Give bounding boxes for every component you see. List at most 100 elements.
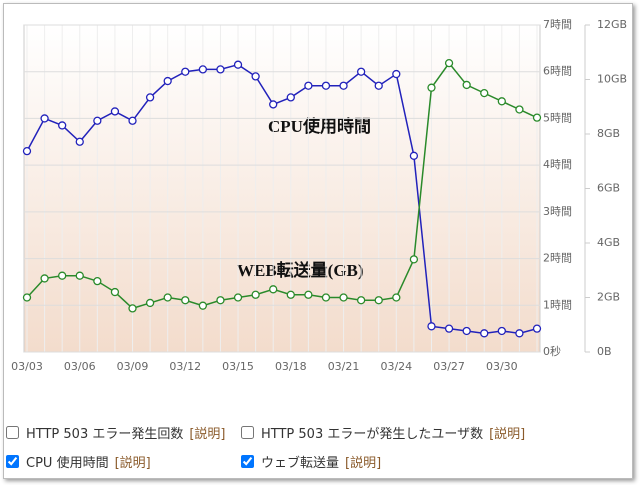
point [58,271,67,280]
x-tick-label: 03/03 [11,360,43,373]
checkbox[interactable] [6,455,19,468]
option: HTTP 503 エラー発生回数 [説明] [6,423,226,442]
point [93,116,102,125]
y-tick-label: 1時間 [543,298,572,311]
y-tick-label: 2時間 [543,252,572,265]
option-label[interactable]: HTTP 503 エラーが発生したユーザ数 [261,427,484,442]
point [145,93,155,102]
y-tick-label: 0秒 [543,344,561,358]
point [251,72,260,81]
point [497,326,506,336]
point [339,293,348,302]
point [356,67,366,76]
x-tick-label: 03/12 [169,360,201,373]
plot-area [23,24,541,353]
x-tick-label: 03/06 [64,360,96,373]
option: CPU 使用時間 [説明] [6,452,151,471]
point [462,80,471,90]
x-tick-label: 03/09 [117,360,149,373]
y2-tick-label: 10GB [597,73,627,86]
help-link[interactable]: [説明] [114,456,151,471]
point [181,67,190,76]
point [22,293,32,302]
point [128,116,137,125]
point [515,105,524,114]
point [392,69,401,79]
point [321,81,331,90]
y2-tick-label: 2GB [597,291,620,304]
point [304,290,313,299]
point [480,88,489,98]
y2-tick-label: 4GB [597,236,620,249]
point [163,76,172,86]
chart: CPU使用時間 WEB転送量(GB) 0秒 1時間 2時間 3時間 4時間 5時間 6時間 7… [11,18,627,373]
point [304,81,313,90]
y-tick-label: 6時間 [543,65,572,78]
point [198,301,208,310]
point [497,97,506,106]
option-label[interactable]: HTTP 503 エラー発生回数 [26,427,184,442]
y2-tick-label: 0B [597,345,612,358]
point [427,322,436,331]
x-tick-label: 03/30 [486,360,518,373]
point [40,114,49,123]
point [75,271,84,280]
point [444,324,454,333]
point [374,296,383,305]
x-tick-label: 03/27 [433,360,465,373]
help-link[interactable]: [説明] [489,427,526,442]
annotation: WEB転送量(GB) [237,260,364,280]
point [374,81,383,90]
point [356,296,366,305]
point [75,137,84,146]
checkbox[interactable] [6,426,19,439]
point [444,59,454,68]
point [163,293,172,302]
point [427,83,436,92]
help-link[interactable]: [説明] [345,456,382,471]
point [110,287,120,297]
checkbox[interactable] [241,455,254,468]
point [216,296,225,305]
point [532,113,542,122]
point [22,146,32,156]
point [269,100,278,109]
x-tick-label: 03/21 [328,360,360,373]
point [286,93,295,102]
point [40,274,49,283]
y2-tick-label: 6GB [597,182,620,195]
x-tick-label: 03/15 [222,360,254,373]
option-label[interactable]: ウェブ転送量 [261,456,340,471]
x-tick-label: 03/24 [380,360,412,373]
point [198,65,208,74]
point [93,276,102,286]
point [128,304,137,313]
y-tick-label: 5時間 [543,111,572,124]
point [145,298,155,308]
x-tick-label: 03/18 [275,360,307,373]
point [181,296,190,305]
help-link[interactable]: [説明] [189,427,226,442]
point [110,107,120,116]
option: HTTP 503 エラーが発生したユーザ数 [説明] [241,423,525,442]
point [58,121,67,130]
point [233,60,243,69]
point [409,255,419,264]
point [462,326,471,336]
point [409,151,419,160]
point [339,81,348,90]
point [392,293,401,302]
option-label[interactable]: CPU 使用時間 [26,456,109,471]
option: ウェブ転送量 [説明] [241,452,381,471]
point [216,65,225,74]
point [286,290,295,299]
point [251,290,260,299]
annotation: CPU使用時間 [268,116,371,136]
point [269,285,278,294]
y-tick-label: 4時間 [543,158,572,171]
y-tick-label: 3時間 [543,205,572,218]
point [515,329,524,338]
y2-tick-label: 12GB [597,18,627,31]
checkbox[interactable] [241,426,254,439]
